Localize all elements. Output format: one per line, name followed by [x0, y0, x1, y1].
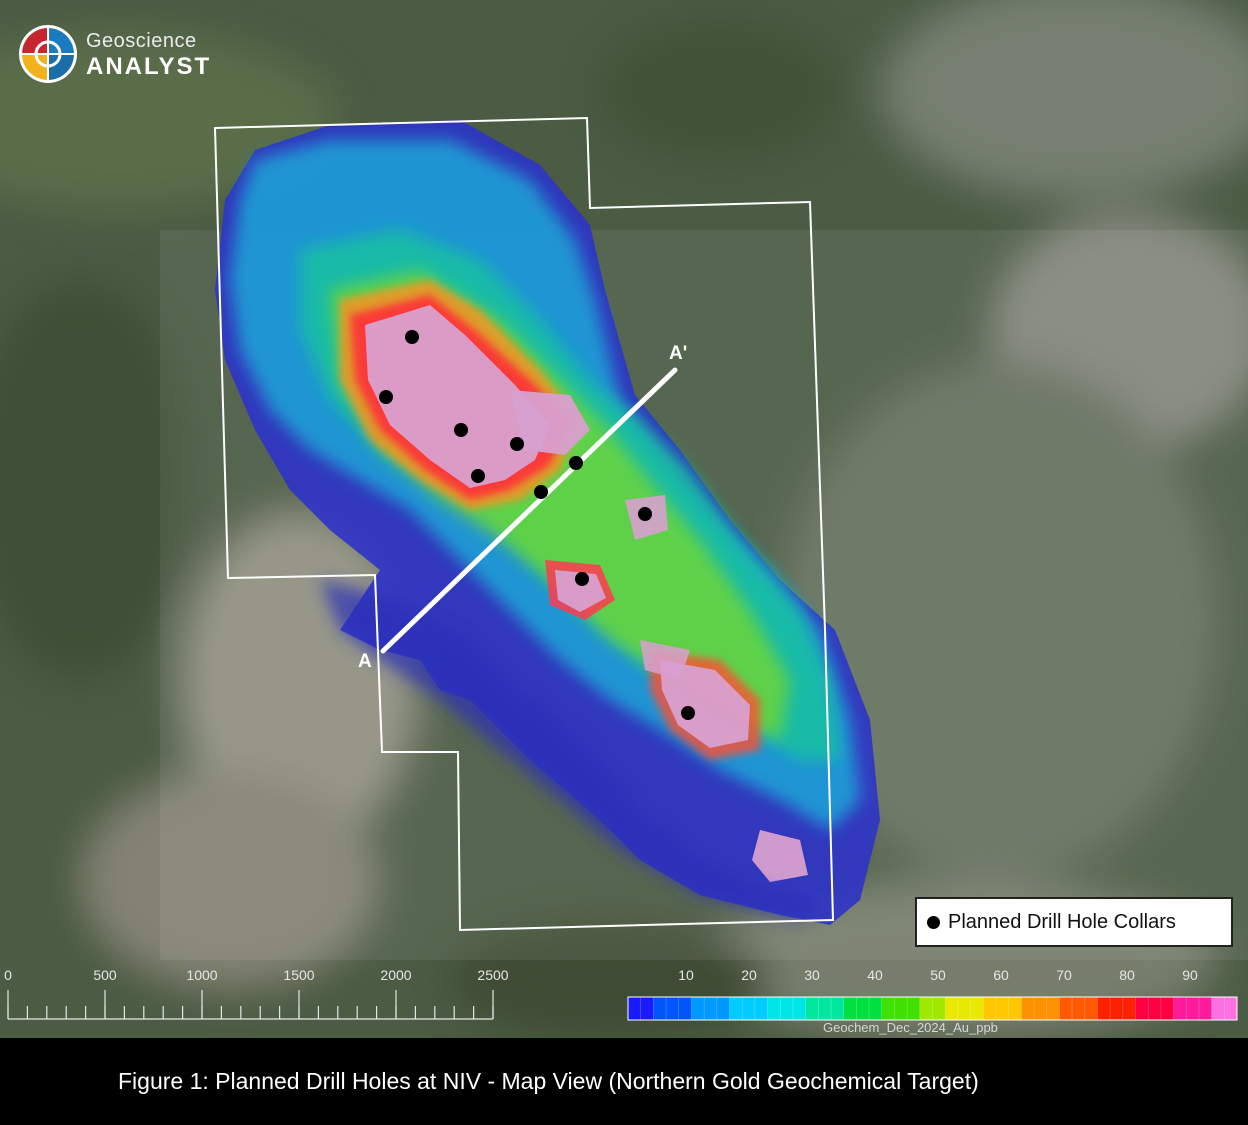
- logo-text-line2: ANALYST: [86, 53, 212, 80]
- colorbar-tick: 90: [1182, 967, 1198, 983]
- drill-hole-collar: [681, 706, 695, 720]
- colorbar-title: Geochem_Dec_2024_Au_ppb: [823, 1020, 998, 1035]
- section-line: [380, 367, 678, 654]
- legend-label: Planned Drill Hole Collars: [948, 910, 1176, 933]
- colorbar-tick: 40: [867, 967, 883, 983]
- colorbar-tick: 10: [678, 967, 694, 983]
- colorbar-tick: 70: [1056, 967, 1072, 983]
- geochem-heatmap: [215, 120, 880, 925]
- scale-label: 0: [4, 967, 12, 983]
- drill-hole-collar: [638, 507, 652, 521]
- drill-hole-collar: [471, 469, 485, 483]
- drill-hole-collar: [379, 390, 393, 404]
- colorbar-tick: 30: [804, 967, 820, 983]
- scale-bar-graphic: [7, 990, 494, 1020]
- section-end-label: A': [669, 343, 688, 364]
- satellite-imagery: [0, 0, 1248, 1038]
- colorbar-tick: 20: [741, 967, 757, 983]
- scale-label: 500: [93, 967, 117, 983]
- logo-icon: [19, 25, 77, 83]
- geoscience-analyst-logo: Geoscience ANALYST: [18, 24, 218, 86]
- legend: Planned Drill Hole Collars: [915, 897, 1233, 947]
- figure-caption: Figure 1: Planned Drill Holes at NIV - M…: [0, 1038, 1248, 1125]
- drill-hole-collar: [569, 456, 583, 470]
- colorbar-tick: 60: [993, 967, 1009, 983]
- drill-hole-collar: [454, 423, 468, 437]
- scale-label: 2500: [477, 967, 509, 983]
- section-start-label: A: [358, 651, 372, 672]
- drill-hole-collar: [510, 437, 524, 451]
- colorbar-tick: 50: [930, 967, 946, 983]
- property-boundary: [213, 116, 835, 932]
- drill-hole-collar: [534, 485, 548, 499]
- caption-text: Figure 1: Planned Drill Holes at NIV - M…: [118, 1068, 979, 1094]
- drill-hole-collar: [405, 330, 419, 344]
- drill-hole-collar: [575, 572, 589, 586]
- logo-text-line1: Geoscience: [86, 30, 197, 52]
- scale-label: 1500: [283, 967, 315, 983]
- map-view[interactable]: Geoscience ANALYST A A' Planned Drill Ho…: [0, 0, 1248, 1038]
- colorbar-tick: 80: [1119, 967, 1135, 983]
- drill-collar-symbol: [927, 915, 940, 929]
- drill-hole-collars: [379, 330, 695, 720]
- scale-label: 2000: [380, 967, 412, 983]
- scale-label: 1000: [186, 967, 218, 983]
